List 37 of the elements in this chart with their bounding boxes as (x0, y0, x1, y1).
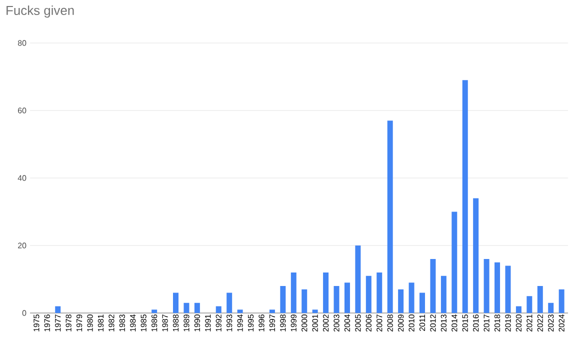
bar (494, 262, 500, 313)
bar (505, 266, 511, 313)
bar (334, 286, 340, 313)
bar (548, 302, 554, 313)
bar (558, 289, 564, 313)
bar (537, 286, 543, 313)
bar (355, 246, 361, 313)
bar (398, 289, 404, 313)
bar (376, 272, 382, 313)
bar (440, 276, 446, 313)
bar (344, 282, 350, 313)
bar (430, 259, 436, 313)
bar (462, 80, 468, 313)
bar (452, 212, 458, 313)
bar (420, 292, 425, 313)
bar (226, 292, 232, 313)
bar (312, 310, 318, 313)
bar (408, 282, 414, 313)
bar (516, 306, 522, 313)
bar (387, 120, 393, 313)
chart-title: Fucks given (6, 6, 74, 18)
bar (280, 286, 286, 313)
bar (473, 198, 479, 313)
bar (55, 306, 61, 313)
bar (290, 272, 296, 313)
bar (484, 259, 490, 313)
bar (152, 310, 158, 313)
bar (194, 302, 200, 313)
bar (269, 310, 275, 313)
bar (184, 302, 190, 313)
bar (173, 292, 179, 313)
bar (323, 272, 329, 313)
bar (302, 289, 308, 313)
bar (237, 310, 243, 313)
bar (216, 306, 222, 313)
bar (366, 276, 372, 313)
bar (526, 296, 532, 313)
